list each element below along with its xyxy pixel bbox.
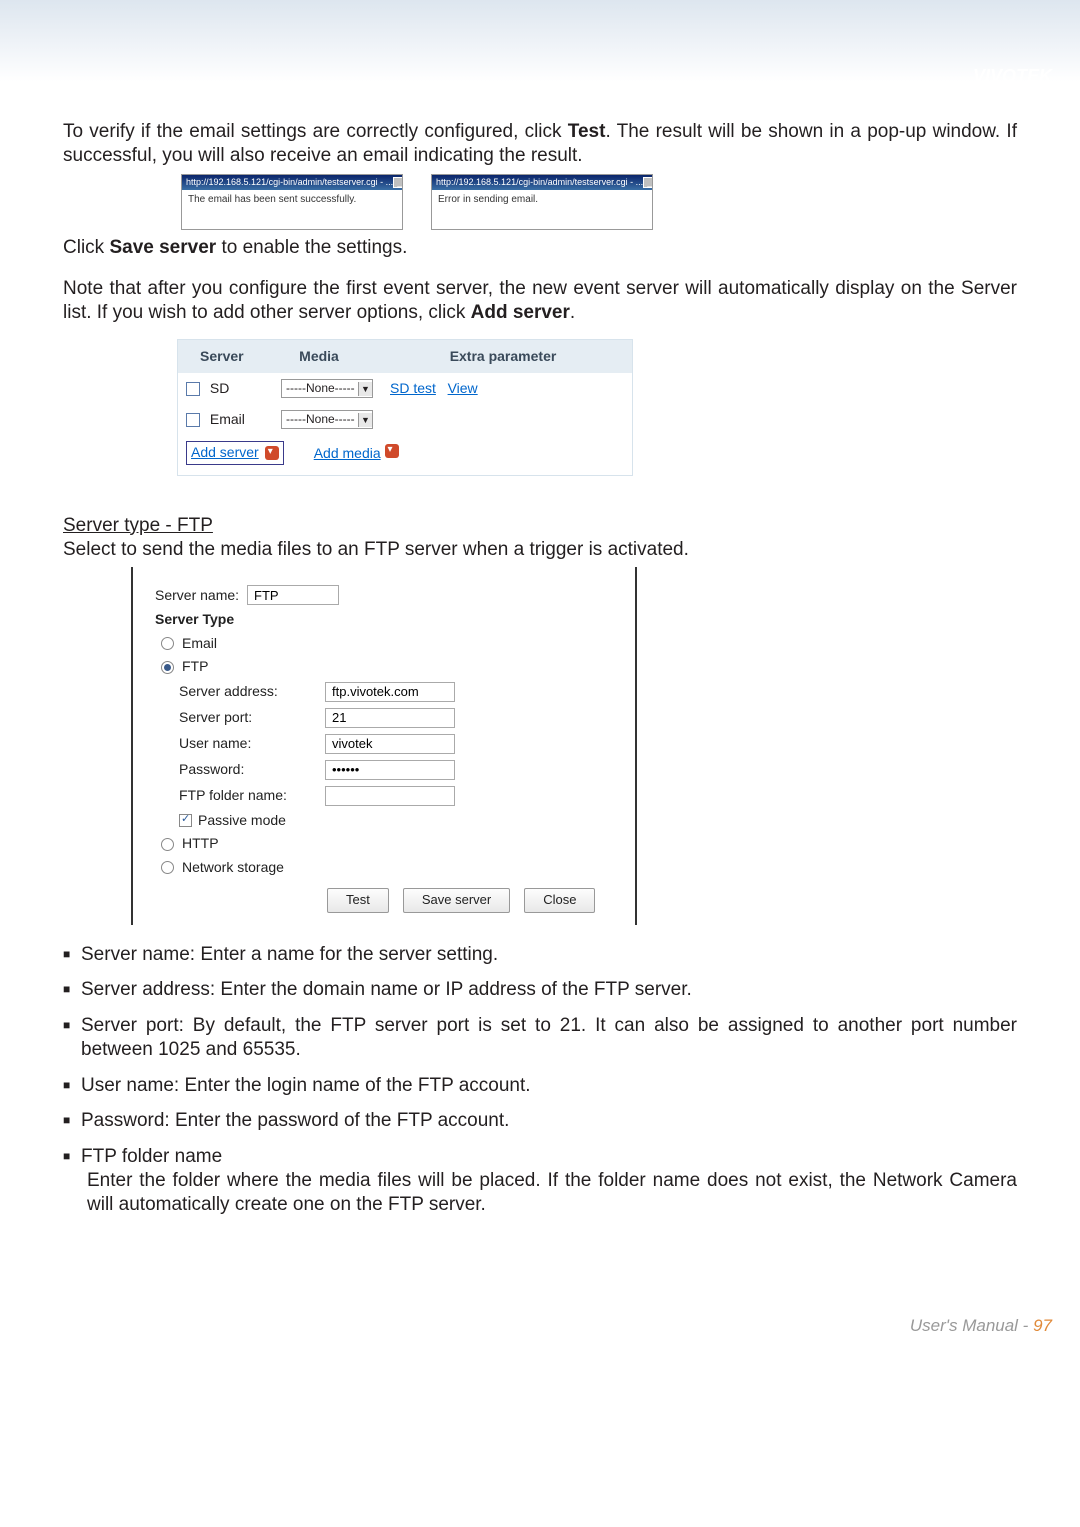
- sd-test-link[interactable]: SD test: [390, 380, 436, 396]
- radio-ns-label: Network storage: [182, 859, 284, 877]
- popup1-title: http://192.168.5.121/cgi-bin/admin/tests…: [186, 177, 393, 188]
- popup2-body: Error in sending email.: [432, 190, 652, 211]
- minimize-icon: _: [393, 177, 402, 188]
- password-label: Password:: [179, 761, 325, 779]
- th-media: Media: [264, 348, 374, 366]
- popup1-body: The email has been sent successfully.: [182, 190, 402, 211]
- radio-http-label: HTTP: [182, 835, 219, 853]
- server-address-input[interactable]: [325, 682, 455, 702]
- server-name-input[interactable]: [247, 585, 339, 605]
- bullet-ftp-folder-title: FTP folder name: [81, 1146, 222, 1167]
- test-button[interactable]: Test: [327, 888, 389, 912]
- user-name-label: User name:: [179, 735, 325, 753]
- note-bold: Add server: [471, 302, 570, 323]
- footer-label: User's Manual -: [910, 1316, 1033, 1335]
- minimize-icon: _: [643, 177, 652, 188]
- add-media-label: Add media: [314, 445, 381, 461]
- media-dropdown-sd[interactable]: -----None----- ▼: [281, 379, 373, 398]
- popup-error: http://192.168.5.121/cgi-bin/admin/tests…: [431, 174, 653, 230]
- server-port-input[interactable]: [325, 708, 455, 728]
- brand-header: VIVOTEK: [973, 58, 1080, 87]
- checkbox-email[interactable]: [186, 413, 200, 427]
- radio-ftp[interactable]: [161, 661, 174, 674]
- row-label-sd: SD: [210, 380, 229, 396]
- server-type-label: Server Type: [155, 611, 234, 629]
- intro-text: To verify if the email settings are corr…: [63, 121, 568, 142]
- dd-value: -----None-----: [286, 381, 355, 396]
- page-number: 97: [1033, 1316, 1052, 1335]
- plus-icon: [385, 444, 399, 458]
- passive-mode-label: Passive mode: [198, 812, 286, 830]
- chevron-down-icon: ▼: [358, 382, 372, 396]
- field-descriptions: Server name: Enter a name for the server…: [63, 943, 1017, 1217]
- th-extra: Extra parameter: [374, 348, 632, 366]
- save-post: to enable the settings.: [216, 237, 407, 258]
- save-server-line: Click Save server to enable the settings…: [63, 236, 1017, 260]
- bullet-server-address: Server address: Enter the domain name or…: [63, 978, 1017, 1002]
- radio-http[interactable]: [161, 838, 174, 851]
- server-list-table: Server Media Extra parameter SD -----Non…: [177, 339, 633, 476]
- add-server-link[interactable]: Add server: [186, 441, 284, 465]
- passive-mode-checkbox[interactable]: [179, 814, 192, 827]
- bullet-ftp-folder-body: Enter the folder where the media files w…: [81, 1169, 1017, 1217]
- ftp-section-heading: Server type - FTP: [63, 514, 1017, 538]
- plus-icon: [265, 446, 279, 460]
- bullet-user-name: User name: Enter the login name of the F…: [63, 1074, 1017, 1098]
- radio-network-storage[interactable]: [161, 861, 174, 874]
- radio-email-label: Email: [182, 635, 217, 653]
- th-server: Server: [178, 348, 264, 366]
- save-bold: Save server: [109, 237, 216, 258]
- radio-email[interactable]: [161, 637, 174, 650]
- note-post: .: [570, 302, 575, 323]
- password-input[interactable]: [325, 760, 455, 780]
- view-link[interactable]: View: [448, 380, 478, 396]
- window-icons: _ □ ×: [643, 177, 652, 188]
- popup-screenshots: http://192.168.5.121/cgi-bin/admin/tests…: [181, 174, 1017, 230]
- media-dropdown-email[interactable]: -----None----- ▼: [281, 410, 373, 429]
- bullet-server-name: Server name: Enter a name for the server…: [63, 943, 1017, 967]
- server-address-label: Server address:: [179, 683, 325, 701]
- save-server-button[interactable]: Save server: [403, 888, 510, 912]
- close-button[interactable]: Close: [524, 888, 595, 912]
- server-port-label: Server port:: [179, 709, 325, 727]
- chevron-down-icon: ▼: [358, 413, 372, 427]
- note-paragraph: Note that after you configure the first …: [63, 277, 1017, 325]
- popup-success: http://192.168.5.121/cgi-bin/admin/tests…: [181, 174, 403, 230]
- bullet-ftp-folder: FTP folder name Enter the folder where t…: [63, 1145, 1017, 1216]
- user-name-input[interactable]: [325, 734, 455, 754]
- row-label-email: Email: [210, 411, 245, 427]
- intro-paragraph: To verify if the email settings are corr…: [63, 120, 1017, 168]
- dd-value: -----None-----: [286, 412, 355, 427]
- ftp-section-desc: Select to send the media files to an FTP…: [63, 538, 1017, 562]
- popup2-title: http://192.168.5.121/cgi-bin/admin/tests…: [436, 177, 643, 188]
- server-name-label: Server name:: [155, 587, 247, 605]
- save-pre: Click: [63, 237, 109, 258]
- window-icons: _ □ ×: [393, 177, 402, 188]
- radio-ftp-label: FTP: [182, 658, 208, 676]
- ftp-folder-label: FTP folder name:: [179, 787, 325, 805]
- add-media-link[interactable]: Add media: [314, 444, 399, 463]
- table-row: SD -----None----- ▼ SD test View: [178, 373, 632, 404]
- bullet-server-port: Server port: By default, the FTP server …: [63, 1014, 1017, 1062]
- ftp-folder-input[interactable]: [325, 786, 455, 806]
- test-bold: Test: [568, 121, 606, 142]
- bullet-password: Password: Enter the password of the FTP …: [63, 1109, 1017, 1133]
- add-server-label: Add server: [191, 444, 259, 462]
- page-footer: User's Manual - 97: [0, 1268, 1080, 1360]
- table-row: Email -----None----- ▼: [178, 404, 632, 435]
- checkbox-sd[interactable]: [186, 382, 200, 396]
- ftp-config-panel: Server name: Server Type Email FTP Serve…: [131, 567, 637, 924]
